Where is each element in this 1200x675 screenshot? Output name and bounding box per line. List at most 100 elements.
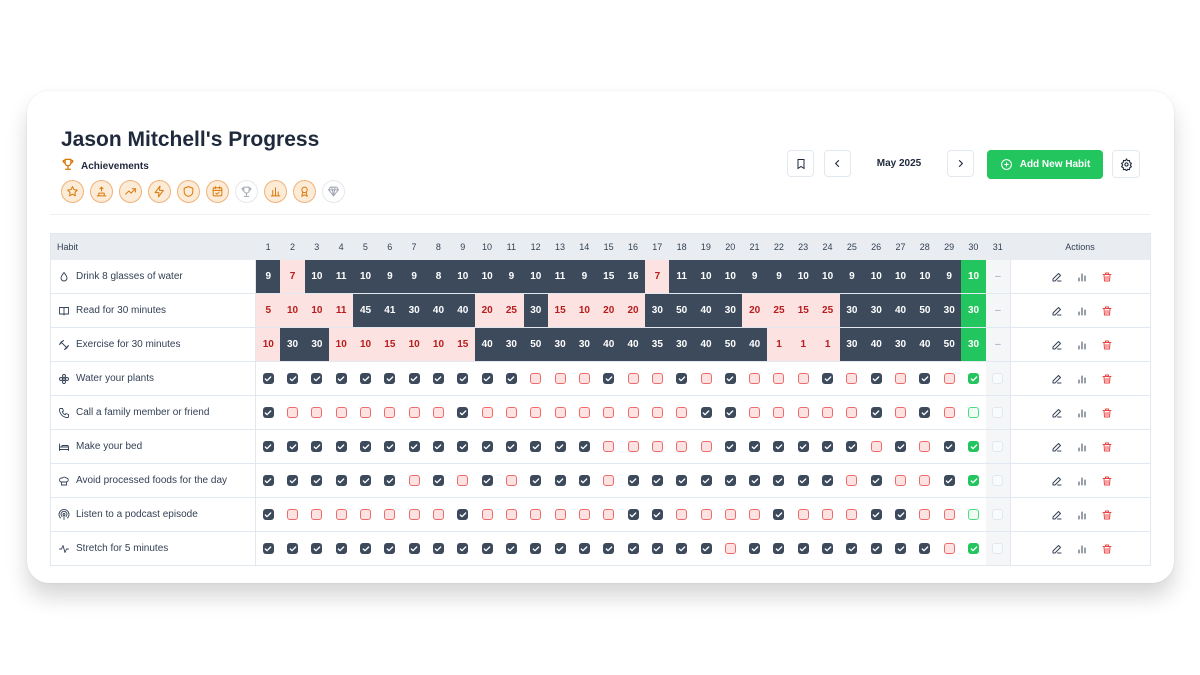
day-checkbox-cell[interactable] xyxy=(451,498,476,531)
day-checkbox-cell[interactable] xyxy=(961,362,986,395)
edit-icon[interactable] xyxy=(1050,542,1064,556)
unchecked-checkbox[interactable] xyxy=(578,407,590,418)
day-value-cell[interactable]: 11 xyxy=(547,260,573,293)
next-month-button[interactable] xyxy=(947,150,974,177)
day-checkbox-cell[interactable] xyxy=(426,396,451,429)
checked-checkbox[interactable] xyxy=(578,475,590,486)
checked-checkbox[interactable] xyxy=(287,441,299,452)
checked-checkbox[interactable] xyxy=(700,407,712,418)
day-checkbox-cell[interactable] xyxy=(791,396,816,429)
unchecked-checkbox[interactable] xyxy=(846,509,858,520)
day-value-cell[interactable]: 30 xyxy=(718,294,743,327)
checked-checkbox[interactable] xyxy=(457,373,469,384)
day-checkbox-cell[interactable] xyxy=(815,532,840,565)
edit-icon[interactable] xyxy=(1050,406,1064,420)
checked-checkbox[interactable] xyxy=(457,441,469,452)
day-value-cell[interactable]: 10 xyxy=(280,294,305,327)
unchecked-checkbox[interactable] xyxy=(773,407,785,418)
day-value-cell[interactable]: 40 xyxy=(742,328,767,361)
unchecked-checkbox[interactable] xyxy=(505,475,517,486)
day-checkbox-cell[interactable] xyxy=(913,464,938,497)
day-checkbox-cell[interactable] xyxy=(791,430,816,463)
day-value-cell[interactable]: 40 xyxy=(693,294,719,327)
checked-checkbox[interactable] xyxy=(749,475,761,486)
habit-name-cell[interactable]: Call a family member or friend xyxy=(51,396,256,429)
day-checkbox-cell[interactable] xyxy=(329,396,354,429)
checked-checkbox[interactable] xyxy=(457,509,469,520)
day-value-cell[interactable]: 15 xyxy=(377,328,403,361)
day-value-cell[interactable]: – xyxy=(995,305,1001,316)
day-checkbox-cell[interactable] xyxy=(572,464,597,497)
day-checkbox-cell[interactable] xyxy=(524,396,549,429)
day-checkbox-cell[interactable] xyxy=(767,396,792,429)
day-checkbox-cell[interactable] xyxy=(767,498,792,531)
checked-checkbox[interactable] xyxy=(287,373,299,384)
day-value-cell[interactable]: 41 xyxy=(377,294,403,327)
day-checkbox-cell[interactable] xyxy=(596,532,621,565)
day-checkbox-cell[interactable] xyxy=(548,532,573,565)
day-checkbox-cell[interactable] xyxy=(426,464,451,497)
day-checkbox-cell[interactable] xyxy=(937,532,962,565)
day-value-cell[interactable]: 30 xyxy=(401,294,427,327)
unchecked-checkbox[interactable] xyxy=(797,509,809,520)
day-checkbox-cell[interactable] xyxy=(961,532,986,565)
checked-checkbox[interactable] xyxy=(870,407,882,418)
day-checkbox-cell[interactable] xyxy=(621,362,646,395)
delete-icon[interactable] xyxy=(1100,474,1114,488)
checked-checkbox[interactable] xyxy=(627,543,639,554)
day-checkbox-cell[interactable] xyxy=(937,464,962,497)
unchecked-checkbox[interactable] xyxy=(992,373,1004,384)
day-checkbox-cell[interactable] xyxy=(645,532,670,565)
day-checkbox-cell[interactable] xyxy=(986,498,1011,531)
checked-checkbox[interactable] xyxy=(797,441,809,452)
checked-checkbox[interactable] xyxy=(700,475,712,486)
checked-checkbox[interactable] xyxy=(287,475,299,486)
day-checkbox-cell[interactable] xyxy=(840,498,865,531)
day-checkbox-cell[interactable] xyxy=(694,396,719,429)
checked-checkbox[interactable] xyxy=(603,543,615,554)
checked-checkbox[interactable] xyxy=(895,441,907,452)
achievement-badge-calendar-check-icon[interactable] xyxy=(206,180,229,203)
day-checkbox-cell[interactable] xyxy=(256,464,281,497)
day-value-cell[interactable]: 15 xyxy=(450,328,476,361)
unchecked-checkbox[interactable] xyxy=(384,509,396,520)
day-checkbox-cell[interactable] xyxy=(840,430,865,463)
habit-name-cell[interactable]: Make your bed xyxy=(51,430,256,463)
unchecked-checkbox[interactable] xyxy=(481,407,493,418)
day-checkbox-cell[interactable] xyxy=(329,498,354,531)
day-checkbox-cell[interactable] xyxy=(815,396,840,429)
day-checkbox-cell[interactable] xyxy=(524,430,549,463)
day-checkbox-cell[interactable] xyxy=(353,464,378,497)
checked-checkbox[interactable] xyxy=(530,543,542,554)
checked-checkbox[interactable] xyxy=(408,441,420,452)
checked-checkbox[interactable] xyxy=(262,407,274,418)
day-checkbox-cell[interactable] xyxy=(718,464,743,497)
unchecked-checkbox[interactable] xyxy=(968,509,980,520)
day-value-cell[interactable]: 7 xyxy=(280,260,305,293)
day-checkbox-cell[interactable] xyxy=(742,498,767,531)
unchecked-checkbox[interactable] xyxy=(335,509,347,520)
day-checkbox-cell[interactable] xyxy=(961,396,986,429)
unchecked-checkbox[interactable] xyxy=(432,407,444,418)
day-value-cell[interactable]: 10 xyxy=(864,260,889,293)
day-checkbox-cell[interactable] xyxy=(742,532,767,565)
day-checkbox-cell[interactable] xyxy=(524,362,549,395)
achievement-badge-shield-icon[interactable] xyxy=(177,180,200,203)
day-value-cell[interactable]: 30 xyxy=(645,294,670,327)
day-checkbox-cell[interactable] xyxy=(329,430,354,463)
edit-icon[interactable] xyxy=(1050,270,1064,284)
day-value-cell[interactable]: 40 xyxy=(450,294,476,327)
unchecked-checkbox[interactable] xyxy=(311,407,323,418)
day-checkbox-cell[interactable] xyxy=(378,498,403,531)
checked-checkbox[interactable] xyxy=(797,543,809,554)
checked-checkbox[interactable] xyxy=(968,441,980,452)
day-checkbox-cell[interactable] xyxy=(840,532,865,565)
checked-checkbox[interactable] xyxy=(335,373,347,384)
delete-icon[interactable] xyxy=(1100,406,1114,420)
day-value-cell[interactable]: 30 xyxy=(839,294,865,327)
checked-checkbox[interactable] xyxy=(311,373,323,384)
unchecked-checkbox[interactable] xyxy=(651,441,663,452)
delete-icon[interactable] xyxy=(1100,304,1114,318)
checked-checkbox[interactable] xyxy=(262,373,274,384)
edit-icon[interactable] xyxy=(1050,474,1064,488)
